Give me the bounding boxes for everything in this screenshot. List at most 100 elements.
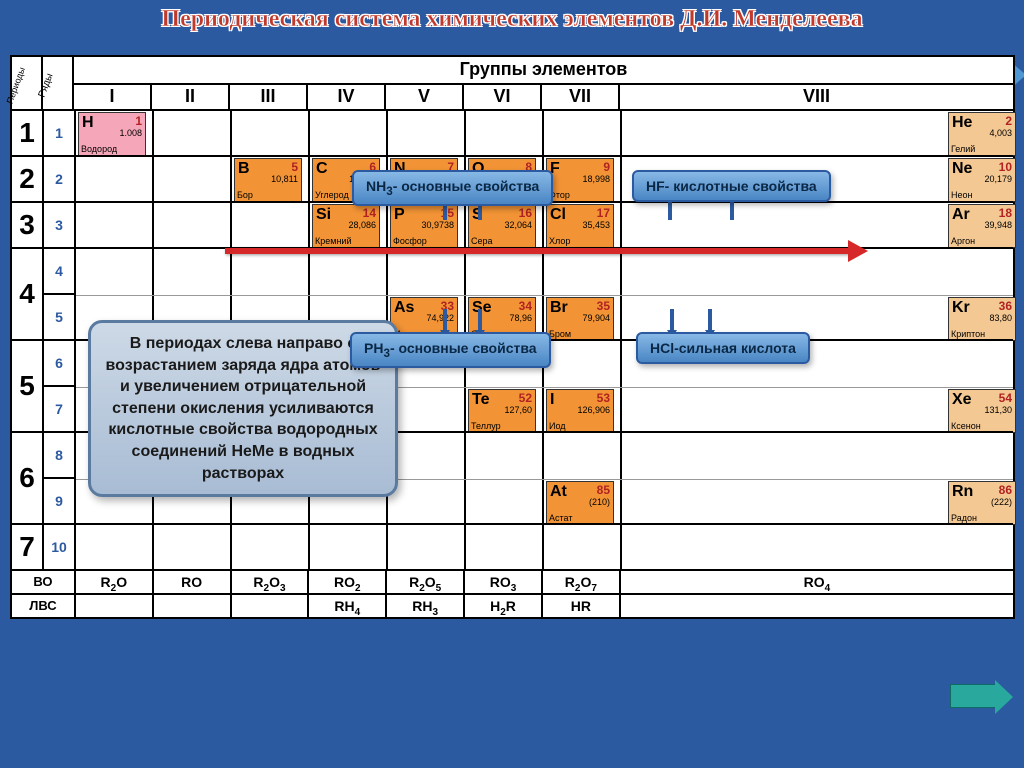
element-name: Хлор xyxy=(549,236,570,246)
element-number: 1 xyxy=(135,114,142,128)
element-symbol: C xyxy=(316,160,328,178)
period-num: 4 xyxy=(12,249,44,339)
formula-cell: RO2 xyxy=(309,571,387,593)
element-symbol: Cl xyxy=(550,206,566,224)
element-name: Бром xyxy=(549,329,571,339)
row-num: 9 xyxy=(44,477,74,523)
element-I[interactable]: I53126,906Иод xyxy=(546,389,614,433)
element-symbol: P xyxy=(394,206,405,224)
red-trend-arrow xyxy=(225,248,850,254)
group-header-III: III xyxy=(230,85,308,109)
period-num: 7 xyxy=(12,525,44,569)
period-row-7: 710 xyxy=(12,523,1013,569)
formula-cell: R2O xyxy=(76,571,154,593)
element-mass: (210) xyxy=(589,497,610,507)
element-mass: 18,998 xyxy=(582,174,610,184)
formula-cell xyxy=(232,595,310,617)
group-header-I: I xyxy=(74,85,152,109)
element-mass: 1.008 xyxy=(119,128,142,138)
element-Si[interactable]: Si1428,086Кремний xyxy=(312,204,380,248)
formula-cell: RO xyxy=(154,571,232,593)
row-num: 2 xyxy=(44,157,74,201)
next-arrow[interactable] xyxy=(950,684,996,708)
element-symbol: Si xyxy=(316,206,331,224)
group-header-IV: IV xyxy=(308,85,386,109)
element-Cl[interactable]: Cl1735,453Хлор xyxy=(546,204,614,248)
element-P[interactable]: P1530,9738Фосфор xyxy=(390,204,458,248)
element-number: 18 xyxy=(999,206,1012,220)
element-H[interactable]: H 11.008Водород xyxy=(78,112,146,156)
formula-cell: RO3 xyxy=(465,571,543,593)
element-name: Неон xyxy=(951,190,972,200)
element-name: Углерод xyxy=(315,190,349,200)
formula-cell: RH4 xyxy=(309,595,387,617)
element-symbol: Br xyxy=(550,299,568,317)
element-Ne[interactable]: Ne1020,179Неон xyxy=(948,158,1016,202)
formula-cell: HR xyxy=(543,595,621,617)
element-symbol: Ne xyxy=(952,160,972,178)
element-name: Бор xyxy=(237,190,253,200)
element-name: Водород xyxy=(81,144,117,154)
connector-arrow xyxy=(708,309,712,331)
element-At[interactable]: At85(210)Астат xyxy=(546,481,614,525)
element-name: Иод xyxy=(549,421,566,431)
element-number: 14 xyxy=(363,206,376,220)
element-Br[interactable]: Br3579,904Бром xyxy=(546,297,614,341)
period-row-1: 11H11.008ВодородHe24,003Гелий xyxy=(12,109,1013,155)
connector-arrow xyxy=(668,200,672,220)
row-num: 5 xyxy=(44,293,74,339)
element-mass: 35,453 xyxy=(582,220,610,230)
element-symbol: Te xyxy=(472,391,489,409)
element-Te[interactable]: Te52127,60Теллур xyxy=(468,389,536,433)
element-F[interactable]: F918,998Фтор xyxy=(546,158,614,202)
connector-arrow xyxy=(443,309,447,331)
element-name: Сера xyxy=(471,236,493,246)
connector-arrow xyxy=(670,309,674,331)
row-num: 1 xyxy=(44,111,74,155)
element-number: 36 xyxy=(999,299,1012,313)
element-number: 54 xyxy=(999,391,1012,405)
period-num: 5 xyxy=(12,341,44,431)
periods-label-cell: Периоды xyxy=(12,57,43,109)
rows-label-cell: Ряды xyxy=(43,57,74,109)
element-name: Кремний xyxy=(315,236,351,246)
formula-cell xyxy=(76,595,154,617)
element-name: Астат xyxy=(549,513,572,523)
row-num: 3 xyxy=(44,203,74,247)
element-Rn[interactable]: Rn86(222)Радон xyxy=(948,481,1016,525)
element-mass: 126,906 xyxy=(577,405,610,415)
element-symbol: Ar xyxy=(952,206,970,224)
period-num: 1 xyxy=(12,111,44,155)
callout-2: PH3- основные свойства xyxy=(350,332,551,368)
element-name: Фосфор xyxy=(393,236,427,246)
element-name: Гелий xyxy=(951,144,975,154)
period-num: 6 xyxy=(12,433,44,523)
element-Ar[interactable]: Ar 1839,948 Аргон xyxy=(948,204,1016,248)
group-header-II: II xyxy=(152,85,230,109)
formula-cell: RO4 xyxy=(621,571,1013,593)
element-symbol: H xyxy=(82,114,94,132)
element-symbol: B xyxy=(238,160,250,178)
element-He[interactable]: He24,003Гелий xyxy=(948,112,1016,156)
element-name: Теллур xyxy=(471,421,501,431)
element-mass: 131,30 xyxy=(984,405,1012,415)
element-mass: (222) xyxy=(991,497,1012,507)
element-mass: 39,948 xyxy=(984,220,1012,230)
element-number: 10 xyxy=(999,160,1012,174)
formula-cell xyxy=(621,595,1013,617)
group-header-V: V xyxy=(386,85,464,109)
formula-cell: RH3 xyxy=(387,595,465,617)
element-mass: 32,064 xyxy=(504,220,532,230)
element-Kr[interactable]: Kr3683,80Криптон xyxy=(948,297,1016,341)
element-Xe[interactable]: Xe54131,30Ксенон xyxy=(948,389,1016,433)
element-symbol: Kr xyxy=(952,299,970,317)
element-symbol: Rn xyxy=(952,483,973,501)
period-num: 3 xyxy=(12,203,44,247)
element-number: 53 xyxy=(597,391,610,405)
element-B[interactable]: B510,811Бор xyxy=(234,158,302,202)
element-number: 5 xyxy=(291,160,298,174)
element-name: Аргон xyxy=(951,236,975,246)
row-num: 4 xyxy=(44,249,74,293)
period-num: 2 xyxy=(12,157,44,201)
element-number: 35 xyxy=(597,299,610,313)
